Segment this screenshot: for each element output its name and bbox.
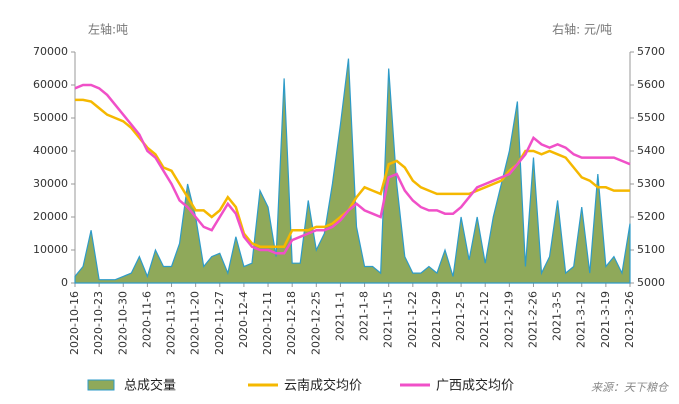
x-tick-label: 2020-11-6	[140, 291, 153, 348]
y-tick-label: 40000	[33, 144, 68, 157]
line	[74, 83, 631, 255]
x-tick-label: 2020-12-11	[261, 291, 274, 355]
y2-tick-label: 5600	[637, 78, 665, 91]
x-tick-label: 2021-1-8	[358, 291, 371, 341]
y-tick-label: 30000	[33, 177, 68, 190]
source: 来源：天下粮仓	[591, 381, 669, 394]
x-tick-label: 2021-2-26	[526, 291, 539, 348]
legend-label: 广西成交均价	[436, 378, 514, 394]
x-tick-label: 2021-3-5	[551, 291, 564, 341]
y-tick-label: 50000	[33, 111, 68, 124]
x-tick-label: 2021-3-19	[599, 291, 612, 348]
x-tick-label: 2020-10-23	[92, 291, 105, 355]
y2-tick-label: 5200	[637, 210, 665, 223]
x-tick-label: 2020-12-25	[309, 291, 322, 355]
x-tick-label: 2021-2-12	[478, 291, 491, 348]
legend-label: 总成交量	[124, 378, 176, 394]
y2-tick-label: 5300	[637, 177, 665, 190]
line	[75, 98, 630, 248]
y2-tick-label: 5500	[637, 111, 665, 124]
x-tick-label: 2021-1-1	[333, 291, 346, 341]
y2-tick-label: 5100	[637, 243, 665, 256]
y-tick-label: 10000	[33, 243, 68, 256]
y-tick-label: 60000	[33, 78, 68, 91]
y-tick-label: 20000	[33, 210, 68, 223]
x-tick-label: 2021-3-12	[575, 291, 588, 348]
x-tick-label: 2020-11-27	[213, 291, 226, 355]
x-tick-label: 2020-12-4	[237, 291, 250, 348]
x-tick-label: 2021-3-26	[623, 291, 636, 348]
legend-swatch	[87, 379, 115, 391]
y-axis-label: 左轴:吨	[88, 22, 128, 37]
x-tick-label: 2020-12-18	[285, 291, 298, 355]
y2-tick-label: 5700	[637, 45, 665, 58]
y2-tick-label: 5400	[637, 144, 665, 157]
y2-axis-label: 右轴: 元/吨	[552, 22, 612, 37]
legend-label: 云南成交均价	[284, 378, 362, 394]
area	[74, 58, 631, 284]
x-tick-label: 2020-10-16	[68, 291, 81, 355]
x-tick-label: 2021-1-29	[430, 291, 443, 348]
x-tick-label: 2021-1-22	[406, 291, 419, 348]
x-tick-label: 2021-1-15	[382, 291, 395, 348]
y2-tick-label: 5000	[637, 276, 665, 289]
x-tick-label: 2020-11-20	[189, 291, 202, 355]
y-tick-label: 70000	[33, 45, 68, 58]
y-tick-label: 0	[61, 276, 68, 289]
x-tick-label: 2020-11-13	[165, 291, 178, 355]
x-tick-label: 2020-10-30	[116, 291, 129, 355]
x-tick-label: 2021-2-5	[454, 291, 467, 341]
x-tick-label: 2021-2-19	[502, 291, 515, 348]
